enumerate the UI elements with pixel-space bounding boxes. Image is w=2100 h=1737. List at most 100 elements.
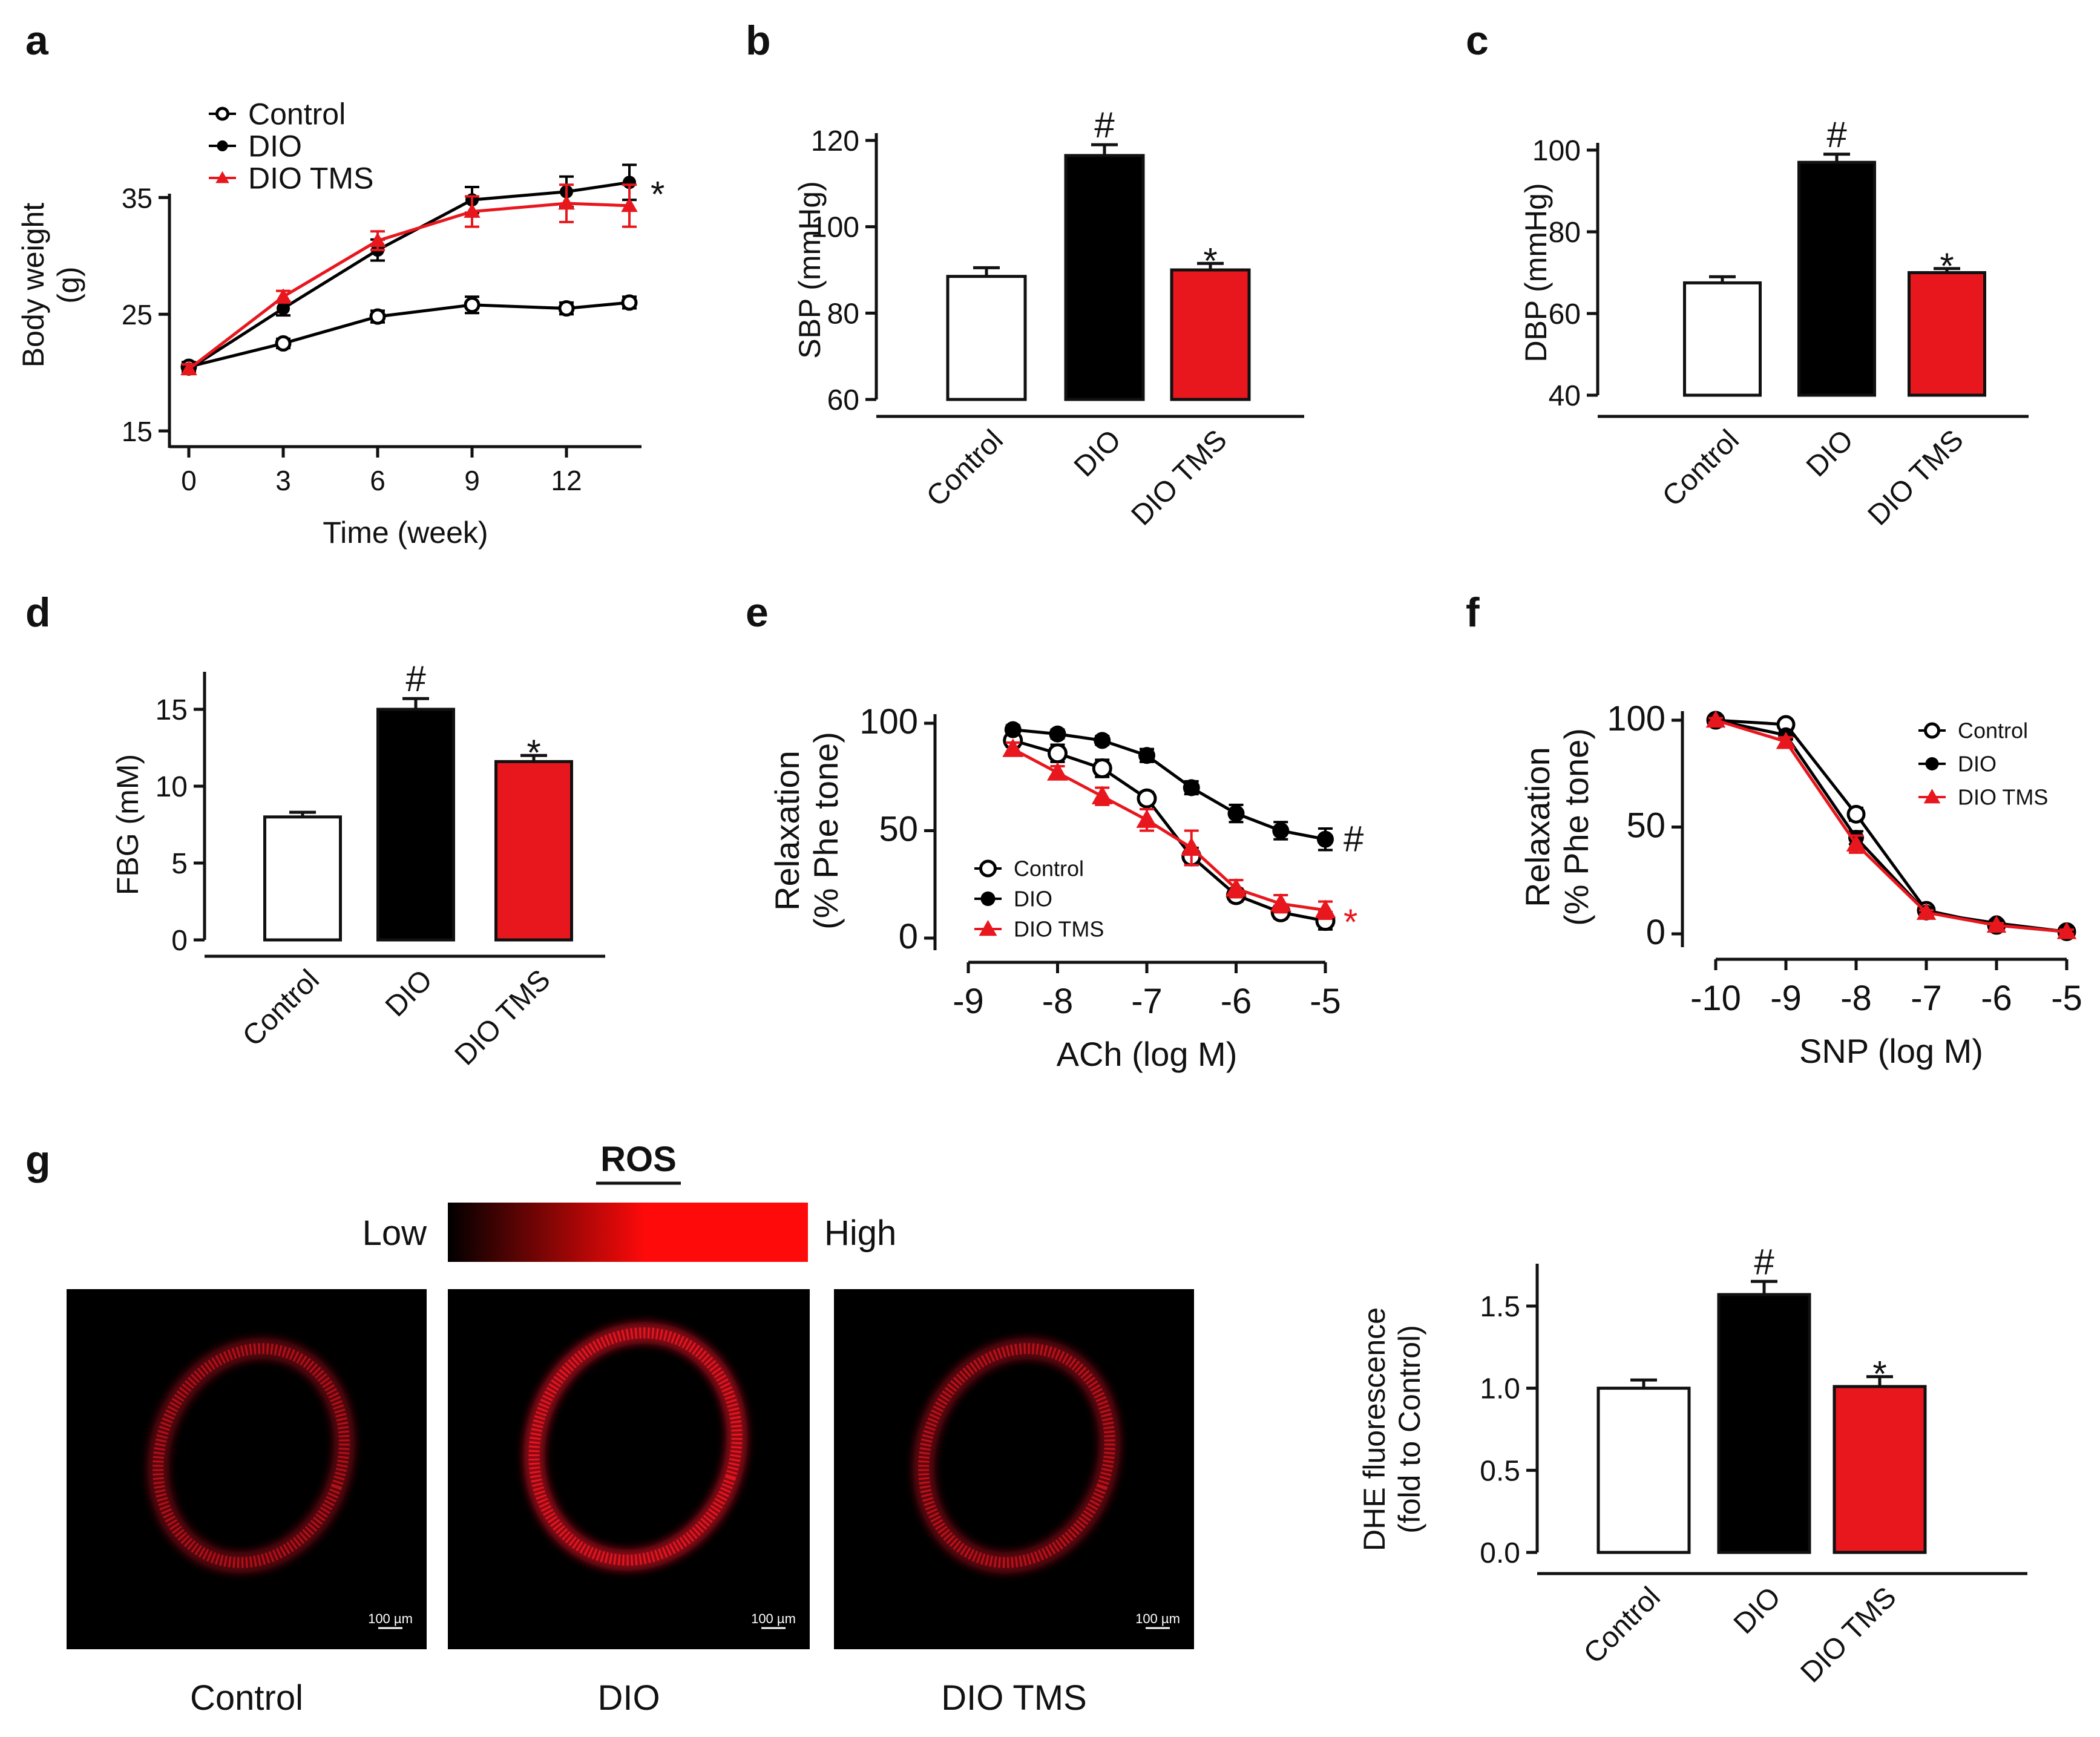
panel-g-dhe-chart: 0.0 0.5 1.0 1.5 DHE fluorescence (fold to Con… <box>1357 1241 2027 1689</box>
y-tick-label: 100 <box>811 212 859 244</box>
series-line <box>188 301 630 369</box>
y-tick-label: 5 <box>171 848 188 880</box>
y-axis-title: FBG (mM) <box>111 754 145 895</box>
ros-colorbar: ROS Low High <box>363 1140 896 1262</box>
panel-e-ach-relaxation-chart: 0 50 100 -9 -8 -7 -6 -5 ACh (log M) Relaxation (% … <box>768 702 1364 1073</box>
legend-marker <box>215 107 229 121</box>
category-label: DIO TMS <box>1125 424 1233 531</box>
legend-marker <box>979 859 997 878</box>
y-tick-label: 50 <box>1626 806 1665 846</box>
data-point <box>277 301 290 315</box>
data-point <box>2056 922 2077 939</box>
x-tick-label: -5 <box>2051 979 2082 1018</box>
data-point <box>1916 902 1937 920</box>
data-point <box>369 232 386 248</box>
y-tick-label: 15 <box>122 416 153 447</box>
series-dio-tms <box>180 183 638 376</box>
category-label: Control <box>1578 1581 1667 1670</box>
category-label: DIO TMS <box>448 964 556 1071</box>
legend-marker <box>1925 757 1939 770</box>
significance-mark: * <box>1344 902 1357 942</box>
colorbar-high-label: High <box>824 1213 896 1253</box>
x-tick-label: 6 <box>370 465 386 496</box>
scale-bar-label: 100 µm <box>1135 1611 1180 1626</box>
y-tick-label: 0 <box>171 925 188 957</box>
significance-mark: * <box>1940 246 1954 286</box>
vessel-ring <box>918 1343 1115 1568</box>
data-point <box>1846 834 1866 852</box>
significance-mark: # <box>1344 819 1364 859</box>
panel-letter-a: a <box>25 18 49 64</box>
microscopy-image-dio-tms: 100 µm DIO TMS <box>834 1289 1194 1718</box>
bar-control <box>263 815 342 942</box>
legend-label: DIO TMS <box>1014 917 1104 942</box>
legend-label: Control <box>1014 856 1084 881</box>
legend-marker <box>1924 722 1940 739</box>
data-point <box>1317 830 1334 848</box>
x-tick-label: 0 <box>181 465 197 496</box>
panel-f-snp-relaxation-chart: 0 50 100 -10 -9 -8 -7 -6 -5 SNP (log M) Relaxation… <box>1518 699 2082 1070</box>
x-tick-label: -6 <box>1981 979 2012 1018</box>
y-tick-label: 0 <box>899 917 918 956</box>
bar-control <box>946 275 1027 401</box>
y-tick-label: 25 <box>122 299 153 330</box>
panel-c-dbp-chart: 40 60 80 100 DBP (mmHg) Control # DIO * DIO TMS <box>1519 114 2029 532</box>
y-tick-label: 60 <box>1549 298 1581 330</box>
series-line <box>188 180 630 370</box>
category-label: Control <box>1656 424 1745 513</box>
y-axis-title-line: Relaxation <box>1518 747 1557 907</box>
data-point <box>621 197 638 212</box>
legend-marker <box>1923 789 1941 804</box>
data-point <box>369 308 386 325</box>
y-tick-label: 35 <box>122 182 153 214</box>
category-label: DIO TMS <box>1794 1581 1902 1689</box>
series-line <box>188 202 630 370</box>
panel-letter-b: b <box>746 18 771 64</box>
vessel-ring <box>528 1327 743 1566</box>
data-point <box>1092 758 1112 779</box>
data-point <box>1136 809 1158 828</box>
legend-label: DIO TMS <box>1958 785 2048 810</box>
x-axis-title: Time (week) <box>323 516 488 550</box>
x-tick-label: -10 <box>1690 979 1741 1018</box>
bar-control <box>1683 281 1762 397</box>
legend-marker <box>215 171 229 183</box>
significance-mark: # <box>1754 1241 1774 1282</box>
colorbar-gradient <box>448 1203 808 1262</box>
x-axis-title: ACh (log M) <box>1057 1035 1238 1073</box>
data-point <box>1002 738 1024 757</box>
y-tick-label: 10 <box>156 771 188 803</box>
y-axis-title-line: Body weight <box>16 203 50 367</box>
y-tick-label: 100 <box>1607 699 1665 738</box>
panel-letter-f: f <box>1466 589 1480 635</box>
y-tick-label: 120 <box>811 125 859 157</box>
x-tick-label: -6 <box>1221 982 1252 1021</box>
bar-dio <box>1717 1293 1811 1554</box>
series-control <box>180 294 638 375</box>
data-point <box>1846 804 1866 824</box>
bar-control <box>1596 1387 1691 1554</box>
y-axis-title-line: Relaxation <box>768 750 806 911</box>
panel-letter-g: g <box>25 1137 51 1183</box>
series-dio <box>1708 712 2075 940</box>
bar-dio <box>1797 160 1876 397</box>
series-dio-tms <box>1705 710 2077 939</box>
legend: Control DIO DIO TMS <box>974 856 1104 942</box>
y-tick-label: 0.5 <box>1480 1455 1520 1487</box>
data-point <box>1094 732 1111 749</box>
data-point <box>1705 710 1726 728</box>
x-tick-label: -8 <box>1840 979 1872 1018</box>
data-point <box>1138 747 1155 764</box>
significance-mark: * <box>1872 1354 1886 1394</box>
y-tick-label: 40 <box>1549 380 1581 412</box>
y-axis-title-line: (g) <box>51 266 85 303</box>
x-tick-label: -7 <box>1911 979 1942 1018</box>
series-dio <box>1004 721 1334 852</box>
scale-bar-label: 100 µm <box>751 1611 796 1626</box>
legend-label: Control <box>248 97 346 131</box>
x-tick-label: -9 <box>1770 979 1802 1018</box>
data-point <box>558 195 575 210</box>
y-tick-label: 100 <box>859 702 918 741</box>
y-tick-label: 1.0 <box>1480 1373 1520 1405</box>
colorbar-title: ROS <box>600 1140 677 1179</box>
